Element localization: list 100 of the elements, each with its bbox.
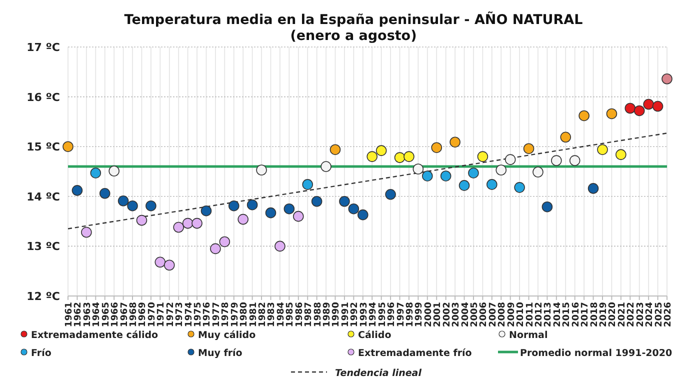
x-tick-label: 1962 — [74, 302, 84, 328]
point — [146, 200, 156, 212]
x-tick-label: 1999 — [414, 302, 425, 328]
point — [192, 218, 202, 229]
point — [90, 168, 102, 178]
point — [560, 132, 572, 143]
point — [127, 200, 138, 212]
x-tick-label: 1971 — [156, 302, 167, 328]
x-tick-label: 1991 — [340, 302, 351, 328]
point — [477, 151, 488, 162]
x-tick-label: 1992 — [350, 302, 360, 328]
x-tick-label: 2024 — [645, 302, 656, 328]
point — [634, 105, 645, 116]
legend-label: Promedio normal 1991-2020 — [520, 348, 672, 359]
point — [523, 143, 534, 154]
x-tick-label: 1983 — [267, 302, 278, 328]
point — [81, 226, 92, 238]
point — [412, 164, 424, 174]
point — [597, 144, 608, 155]
point — [542, 201, 553, 212]
x-tick-label: 2014 — [552, 302, 563, 328]
x-tick-label: 1961 — [64, 302, 74, 328]
chart-title: Temperatura media en la España peninsular - AÑO NATURAL — [124, 11, 584, 28]
x-tick-label: 1963 — [82, 302, 93, 328]
y-tick-label: 15 ºC — [26, 140, 60, 154]
point — [652, 100, 664, 112]
x-tick-label: 2018 — [590, 302, 600, 328]
point — [265, 207, 276, 218]
x-tick-label: 2002 — [442, 302, 452, 328]
point — [238, 214, 248, 225]
point — [422, 170, 433, 182]
point — [514, 182, 525, 193]
point — [624, 102, 636, 114]
point — [404, 151, 414, 162]
x-tick-label: 2008 — [498, 302, 508, 328]
x-tick-label: 1985 — [286, 302, 296, 328]
x-tick-label: 1968 — [129, 302, 140, 328]
x-tick-label: 1995 — [378, 302, 388, 328]
point — [210, 243, 221, 254]
point — [662, 73, 672, 84]
chart-subtitle: (enero a agosto) — [290, 28, 417, 44]
x-tick-label: 2026 — [664, 302, 674, 328]
point — [154, 256, 166, 268]
x-tick-label: 1982 — [258, 302, 268, 328]
legend-label: Cálido — [358, 330, 392, 341]
x-tick-label: 1994 — [368, 302, 379, 328]
y-tick-label: 12 ºC — [26, 290, 60, 303]
x-tick-label: 1976 — [202, 302, 213, 328]
point — [284, 203, 295, 214]
point — [385, 189, 396, 200]
x-tick-label: 2023 — [636, 302, 646, 328]
legend-label: Tendencia lineal — [335, 368, 422, 379]
point — [357, 209, 368, 220]
point — [173, 222, 184, 233]
point — [339, 196, 350, 207]
point — [200, 205, 212, 216]
point — [569, 155, 580, 166]
point — [108, 166, 120, 176]
x-tick-label: 1979 — [230, 302, 240, 328]
x-tick-label: 1967 — [120, 302, 130, 328]
x-tick-label: 1998 — [405, 302, 416, 328]
x-tick-label: 1984 — [276, 302, 286, 328]
point — [302, 179, 313, 190]
point — [504, 154, 516, 165]
point — [366, 151, 378, 162]
x-tick-label: 2025 — [654, 302, 664, 328]
x-tick-label: 2001 — [433, 302, 444, 328]
point — [376, 145, 387, 156]
x-tick-label: 1973 — [175, 302, 186, 328]
point — [551, 155, 562, 166]
x-tick-label: 1980 — [240, 302, 250, 328]
legend-label: Extremadamente cálido — [31, 330, 159, 341]
x-tick-label: 1981 — [248, 302, 259, 328]
point — [643, 98, 654, 110]
point — [458, 180, 470, 191]
point — [274, 240, 286, 252]
y-tick-label: 13 ºC — [26, 240, 60, 254]
x-tick-label: 2020 — [608, 302, 618, 328]
point — [468, 168, 479, 178]
legend-label: Extremadamente frío — [358, 348, 472, 359]
point — [311, 196, 322, 207]
y-tick-label: 16 ºC — [26, 90, 60, 104]
x-tick-label: 1970 — [147, 302, 158, 328]
point — [578, 110, 590, 122]
point — [228, 200, 240, 212]
x-tick-label: 2011 — [525, 302, 536, 328]
legend-label: Muy cálido — [198, 330, 256, 341]
x-tick-label: 1969 — [138, 302, 148, 328]
point — [588, 183, 599, 194]
x-tick-label: 2003 — [452, 302, 462, 328]
x-tick-label: 1978 — [221, 302, 232, 328]
x-tick-label: 1964 — [92, 302, 102, 328]
x-tick-label: 1975 — [194, 302, 204, 328]
point — [496, 164, 507, 176]
point — [246, 199, 258, 210]
x-tick-label: 2013 — [544, 302, 554, 328]
point — [256, 164, 267, 176]
x-tick-label: 2007 — [488, 302, 498, 328]
point — [164, 260, 175, 271]
point — [616, 149, 626, 160]
